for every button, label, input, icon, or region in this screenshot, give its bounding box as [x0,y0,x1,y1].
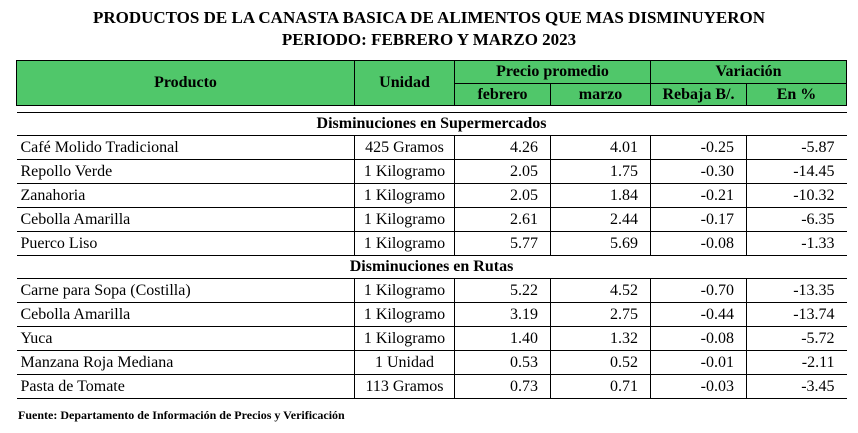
cell-rebaja: -0.01 [650,350,747,375]
cell-pct: -1.33 [745,231,847,256]
section-title: Disminuciones en Rutas [16,255,847,279]
cell-febrero: 4.26 [454,135,551,160]
cell-producto: Carne para Sopa (Costilla) [16,278,355,303]
cell-rebaja: -0.44 [650,302,747,327]
cell-marzo: 2.44 [550,207,651,232]
cell-febrero: 2.05 [454,183,551,208]
header-row-1: Producto Unidad Precio promedio Variació… [16,60,848,106]
cell-pct: -13.74 [745,302,847,327]
cell-producto: Puerco Liso [16,231,355,256]
cell-pct: -5.72 [745,326,847,351]
header-marzo: marzo [550,83,651,106]
table-row: Zanahoria 1 Kilogramo 2.05 1.84 -0.21 -1… [16,183,847,208]
header-variacion: Variación [649,60,848,84]
table-row: Manzana Roja Mediana 1 Unidad 0.53 0.52 … [16,350,847,375]
section-header-rutas: Disminuciones en Rutas [16,255,847,279]
cell-marzo: 1.32 [550,326,651,351]
cell-pct: -3.45 [745,374,847,399]
cell-febrero: 2.61 [454,207,551,232]
document-subtitle: PERIODO: FEBRERO Y MARZO 2023 [281,30,577,49]
cell-rebaja: -0.17 [650,207,747,232]
cell-producto: Cebolla Amarilla [16,207,355,232]
cell-pct: -10.32 [745,183,847,208]
table-row: Yuca 1 Kilogramo 1.40 1.32 -0.08 -5.72 [16,326,847,351]
cell-marzo: 0.71 [550,374,651,399]
cell-producto: Cebolla Amarilla [16,302,355,327]
cell-pct: -6.35 [745,207,847,232]
price-table: Producto Unidad Precio promedio Variació… [16,60,848,399]
table-row: Cebolla Amarilla 1 Kilogramo 3.19 2.75 -… [16,302,847,327]
cell-unidad: 1 Kilogramo [354,302,455,327]
cell-febrero: 2.05 [454,159,551,184]
cell-rebaja: -0.08 [650,326,747,351]
cell-febrero: 0.73 [454,374,551,399]
source-note: Fuente: Departamento de Información de P… [18,408,345,422]
cell-febrero: 5.22 [454,278,551,303]
cell-producto: Pasta de Tomate [16,374,355,399]
header-rebaja: Rebaja B/. [650,83,747,106]
cell-marzo: 1.84 [550,183,651,208]
section-title: Disminuciones en Supermercados [16,112,847,136]
cell-rebaja: -0.70 [650,278,747,303]
cell-rebaja: -0.21 [650,183,747,208]
header-precio-promedio: Precio promedio [454,60,651,84]
table-row: Cebolla Amarilla 1 Kilogramo 2.61 2.44 -… [16,207,847,232]
table-row: Repollo Verde 1 Kilogramo 2.05 1.75 -0.3… [16,159,847,184]
header-en-pct: En % [745,83,848,106]
cell-marzo: 4.52 [550,278,651,303]
cell-unidad: 1 Kilogramo [354,326,455,351]
cell-unidad: 1 Kilogramo [354,183,455,208]
cell-producto: Yuca [16,326,355,351]
cell-unidad: 1 Kilogramo [354,278,455,303]
cell-pct: -2.11 [745,350,847,375]
cell-unidad: 1 Kilogramo [354,231,455,256]
header-febrero: febrero [454,83,551,106]
cell-unidad: 1 Unidad [354,350,455,375]
table-row: Café Molido Tradicional 425 Gramos 4.26 … [16,135,847,160]
cell-febrero: 5.77 [454,231,551,256]
cell-marzo: 4.01 [550,135,651,160]
cell-producto: Manzana Roja Mediana [16,350,355,375]
header-row-2: febrero marzo Rebaja B/. En % [17,83,848,106]
cell-marzo: 0.52 [550,350,651,375]
cell-febrero: 3.19 [454,302,551,327]
cell-pct: -13.35 [745,278,847,303]
header-producto: Producto [16,60,355,106]
cell-rebaja: -0.08 [650,231,747,256]
cell-febrero: 1.40 [454,326,551,351]
cell-pct: -5.87 [745,135,847,160]
cell-rebaja: -0.30 [650,159,747,184]
cell-unidad: 1 Kilogramo [354,159,455,184]
table-row: Carne para Sopa (Costilla) 1 Kilogramo 5… [16,278,847,303]
cell-producto: Repollo Verde [16,159,355,184]
cell-rebaja: -0.25 [650,135,747,160]
cell-marzo: 5.69 [550,231,651,256]
cell-unidad: 113 Gramos [354,374,455,399]
cell-producto: Zanahoria [16,183,355,208]
cell-pct: -14.45 [745,159,847,184]
cell-unidad: 1 Kilogramo [354,207,455,232]
cell-marzo: 1.75 [550,159,651,184]
document-title: PRODUCTOS DE LA CANASTA BASICA DE ALIMEN… [92,8,766,27]
cell-unidad: 425 Gramos [354,135,455,160]
table-row: Pasta de Tomate 113 Gramos 0.73 0.71 -0.… [16,374,847,399]
cell-febrero: 0.53 [454,350,551,375]
cell-marzo: 2.75 [550,302,651,327]
table-row: Puerco Liso 1 Kilogramo 5.77 5.69 -0.08 … [16,231,847,256]
section-header-supermercados: Disminuciones en Supermercados [16,112,847,136]
cell-producto: Café Molido Tradicional [16,135,355,160]
header-unidad: Unidad [354,60,455,106]
cell-rebaja: -0.03 [650,374,747,399]
